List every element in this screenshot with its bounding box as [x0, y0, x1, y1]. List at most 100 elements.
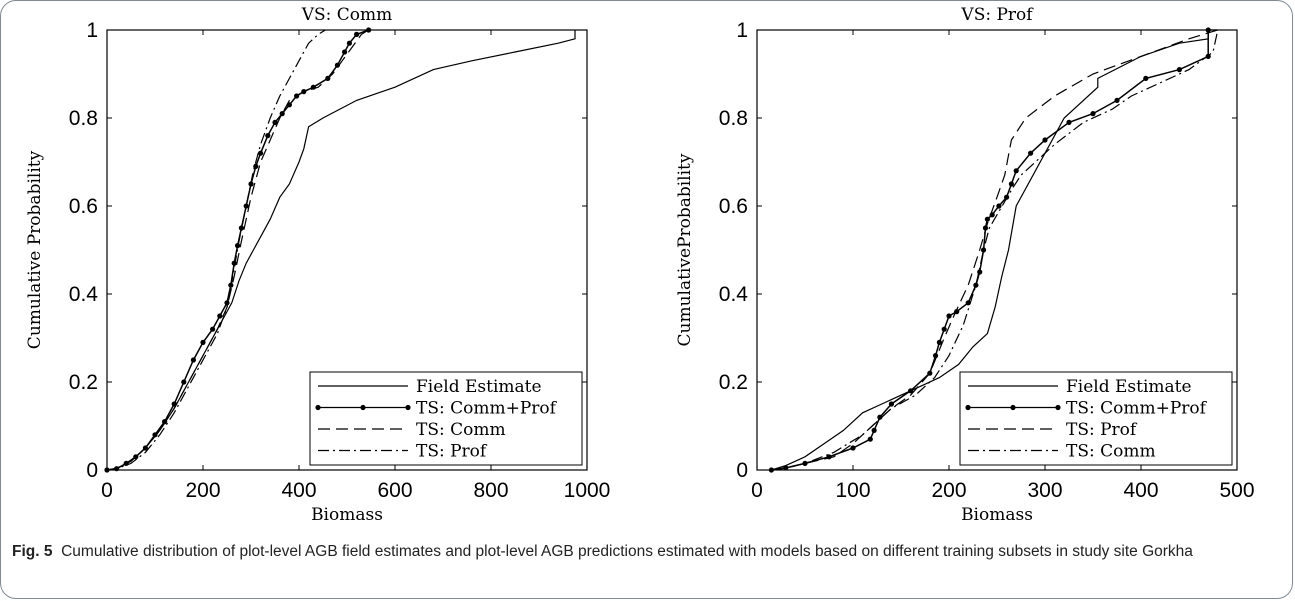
data-point — [200, 339, 206, 345]
x-tick-label: 100 — [835, 479, 870, 502]
figure-caption: Fig. 5 Cumulative distribution of plot-l… — [12, 541, 1282, 562]
series-line-4 — [106, 29, 326, 471]
plot-area — [756, 29, 1238, 471]
data-point — [946, 313, 952, 319]
y-tick-label: 0 — [86, 459, 98, 482]
data-point — [932, 353, 939, 359]
y-tick-label: 0.8 — [719, 107, 748, 130]
legend-label: TS: Prof — [416, 442, 488, 462]
legend-label: TS: Comm+Prof — [416, 399, 558, 419]
data-point — [279, 111, 285, 117]
data-point — [977, 269, 983, 275]
data-point — [152, 432, 158, 438]
data-point — [346, 40, 352, 46]
x-tick-label: 200 — [185, 479, 220, 502]
data-point — [1066, 119, 1072, 125]
series-line-3 — [771, 29, 1218, 471]
data-point — [342, 49, 348, 55]
data-point — [802, 460, 808, 466]
x-axis-label: Biomass — [311, 505, 383, 525]
x-tick-label: 500 — [1219, 479, 1254, 502]
caption-text: Cumulative distribution of plot-level AG… — [61, 543, 1193, 560]
data-point — [941, 326, 947, 332]
y-tick-label: 0.2 — [69, 371, 98, 394]
data-point — [877, 414, 883, 420]
series-line-3 — [106, 29, 369, 471]
y-tick-label: 0.6 — [719, 195, 748, 218]
data-point — [272, 119, 278, 125]
data-point — [996, 203, 1002, 209]
data-point — [980, 247, 987, 253]
x-tick-label: 400 — [281, 479, 316, 502]
data-point — [1028, 150, 1034, 156]
data-point — [133, 454, 139, 460]
y-axis-label: CumulativeProbability — [675, 153, 695, 346]
data-point — [867, 436, 873, 442]
data-point — [190, 357, 196, 363]
y-tick-label: 0 — [736, 459, 748, 482]
data-point — [1205, 27, 1211, 33]
data-point — [783, 465, 789, 471]
data-point — [984, 216, 991, 222]
chart-1: 0 200 400 600 800 1000 0 0.2 0.4 0.6 0.8 1 VS: Comm B… — [25, 5, 610, 525]
data-point — [210, 326, 216, 332]
y-tick-label: 0.4 — [719, 283, 749, 306]
y-tick-label: 0.4 — [69, 283, 99, 306]
data-point — [234, 243, 241, 249]
data-point — [181, 379, 187, 385]
data-point — [888, 401, 895, 407]
x-tick-label: 800 — [473, 479, 508, 502]
legend-label: Field Estimate — [416, 377, 542, 397]
x-tick-label: 400 — [1123, 479, 1158, 502]
y-tick-label: 1 — [736, 19, 748, 42]
legend-label: TS: Prof — [1066, 420, 1138, 440]
data-point — [871, 427, 877, 433]
figure-label: Fig. 5 — [12, 543, 53, 560]
data-point — [850, 445, 856, 451]
chart-2: 0 100 200 300 400 500 0 0.2 0.4 0.6 0.8 1 VS: Prof Bi… — [675, 5, 1255, 525]
data-point — [238, 225, 244, 231]
y-tick-label: 1 — [86, 19, 98, 42]
series-line-1 — [771, 29, 1218, 471]
y-axis-label: Cumulative Probability — [25, 150, 45, 349]
x-tick-label: 1000 — [564, 479, 611, 502]
x-tick-label: 0 — [751, 479, 763, 502]
data-point — [936, 339, 943, 345]
legend-box — [959, 371, 1233, 466]
legend-box — [309, 371, 583, 466]
legend-marker — [315, 404, 321, 411]
legend-marker — [1055, 404, 1061, 411]
plot-area — [106, 29, 588, 471]
data-point — [243, 203, 249, 209]
x-axis-label: Biomass — [961, 505, 1033, 525]
data-point — [354, 31, 360, 37]
legend-label: TS: Comm+Prof — [1066, 399, 1208, 419]
data-point — [1176, 67, 1182, 73]
legend-marker — [405, 404, 411, 411]
legend-marker — [360, 404, 366, 411]
legend-marker — [1010, 404, 1016, 411]
data-point — [366, 27, 372, 33]
y-tick-label: 0.2 — [719, 371, 748, 394]
legend-marker — [965, 404, 971, 411]
data-point — [1013, 168, 1019, 174]
y-tick-label: 0.8 — [69, 107, 98, 130]
data-point — [908, 388, 914, 394]
chart-title: VS: Comm — [301, 5, 393, 25]
chart-title: VS: Prof — [960, 5, 1034, 25]
x-tick-label: 200 — [931, 479, 966, 502]
data-point — [258, 150, 264, 156]
x-tick-label: 600 — [377, 479, 412, 502]
data-point — [1090, 111, 1096, 117]
legend-label: Field Estimate — [1066, 377, 1192, 397]
data-point — [1143, 75, 1149, 81]
x-tick-label: 300 — [1027, 479, 1062, 502]
series-line-4 — [771, 29, 1219, 471]
data-point — [265, 133, 271, 139]
data-point — [1042, 137, 1048, 143]
legend-label: TS: Comm — [1066, 442, 1156, 462]
